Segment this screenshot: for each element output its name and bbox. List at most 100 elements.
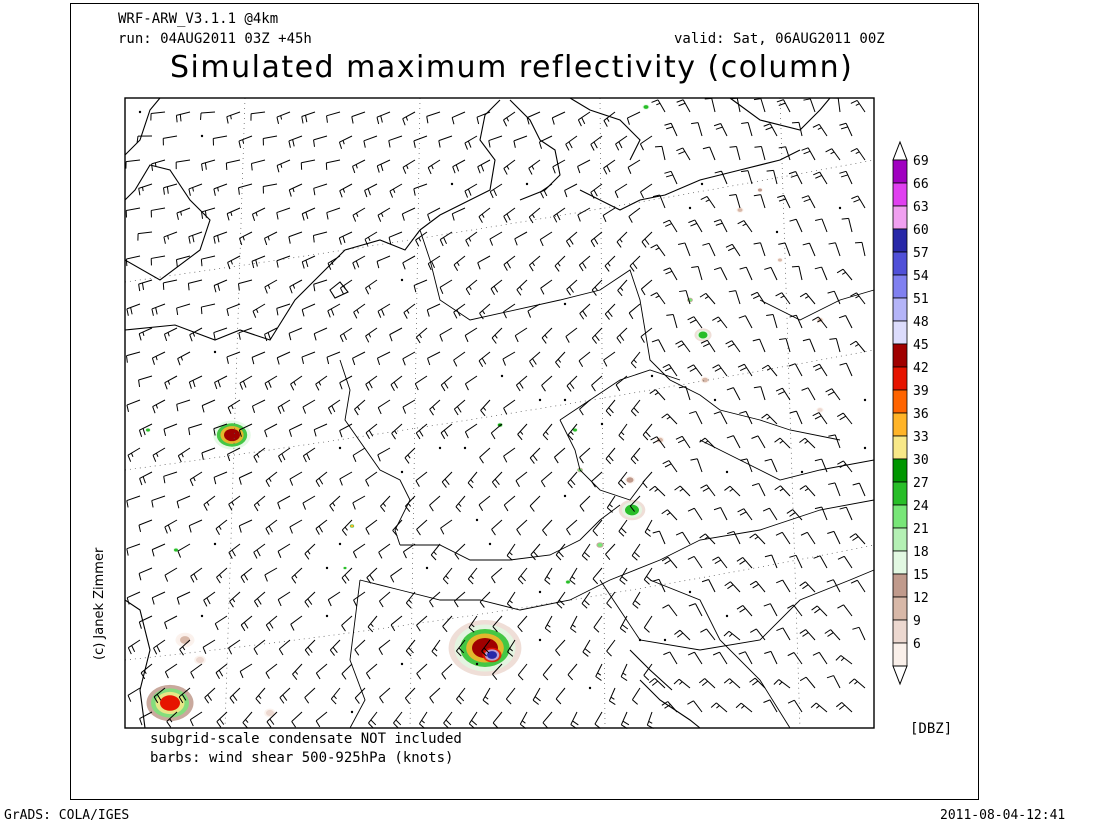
wind-barb [687,507,703,521]
wind-barb [630,351,641,369]
calm-dot [500,374,504,378]
reflectivity-cell [777,257,783,263]
wind-barb [810,702,828,713]
wind-barb [201,159,216,171]
wind-barb [125,159,141,169]
wind-barb [664,122,678,137]
wind-barb [569,567,578,585]
wind-barb [643,567,653,585]
calm-dot [638,638,642,642]
wind-barb [787,604,803,617]
wind-barb [377,399,391,415]
wind-barb [278,447,291,463]
wind-barb [713,123,728,137]
wind-barb [277,543,291,558]
wind-barb [213,279,228,293]
wind-barb [567,471,578,489]
colorbar-swatch-27 [892,481,908,506]
wind-barb [136,135,153,144]
wind-barb [640,327,653,343]
calm-dot [688,590,692,594]
wind-barb [751,482,766,497]
wind-barb [526,111,541,125]
wind-barb [402,111,416,126]
wind-barb [301,255,316,269]
wind-barb [302,495,316,510]
calm-dot [213,350,217,354]
wind-barb [761,364,778,377]
wind-barb [754,145,766,161]
wind-barb [700,628,716,641]
wind-barb [539,231,553,247]
wind-barb [125,255,141,267]
wind-barb [837,604,853,617]
wind-barb [542,663,553,681]
wind-barb [427,255,441,271]
calm-dot [488,542,492,546]
figure-frame [70,3,979,800]
reflectivity-cell [145,427,151,433]
wind-barb [726,387,741,401]
wind-barb [279,687,291,704]
colorbar-tick-69: 69 [913,154,929,169]
wind-barb [615,375,628,392]
wind-barb [764,458,778,473]
colorbar-swatch-66 [892,182,908,207]
wind-barb [441,663,453,680]
wind-barb [749,533,766,545]
wind-barb [712,364,728,377]
wind-barb [763,699,778,713]
reflectivity-cell [816,407,824,413]
wind-barb [702,146,716,161]
wind-barb [592,519,603,537]
wind-barb [824,629,841,641]
wind-barb [702,242,716,257]
wind-barb [787,699,803,713]
wind-barb [675,435,691,449]
wind-barb [405,591,416,609]
wind-barb [250,111,266,121]
wind-barb [503,447,516,463]
wind-barb [618,519,628,537]
wind-barb [250,159,266,171]
wind-barb [415,231,428,247]
wind-barb [649,389,666,401]
wind-barb [315,711,328,728]
wind-barb [378,639,391,655]
wind-barb [514,231,528,246]
wind-barb [566,375,578,392]
wind-barb [811,605,828,617]
wind-barb [225,159,241,171]
wind-barb [713,267,728,281]
wind-barb [326,207,341,220]
calm-dot [213,542,217,546]
wind-barb [228,639,241,655]
wind-barbs [125,97,867,729]
wind-barb [503,399,516,415]
colorbar-tick-21: 21 [913,522,929,537]
wind-barb [662,460,678,473]
wind-barb [538,135,553,149]
wind-barb [836,702,853,713]
wind-barb [579,495,591,512]
wind-barb [453,351,466,367]
wind-barb [753,194,766,209]
wind-barb [517,663,528,681]
wind-barb [852,482,866,497]
wind-barb [753,98,766,113]
wind-barb [465,231,478,247]
wind-barb [238,327,253,340]
wind-barb [164,615,178,630]
wind-barb [841,217,853,233]
wind-barb [737,363,753,377]
wind-barb [301,207,316,221]
note-barbs: barbs: wind shear 500-925hPa (knots) [150,750,454,766]
wind-barb [620,663,628,681]
wind-barb [339,327,353,343]
wind-barb [202,639,216,654]
wind-barb [479,303,491,320]
wind-barb [329,639,341,656]
wind-barb [339,183,353,198]
wind-barb [814,266,828,281]
wind-barb [516,519,528,536]
